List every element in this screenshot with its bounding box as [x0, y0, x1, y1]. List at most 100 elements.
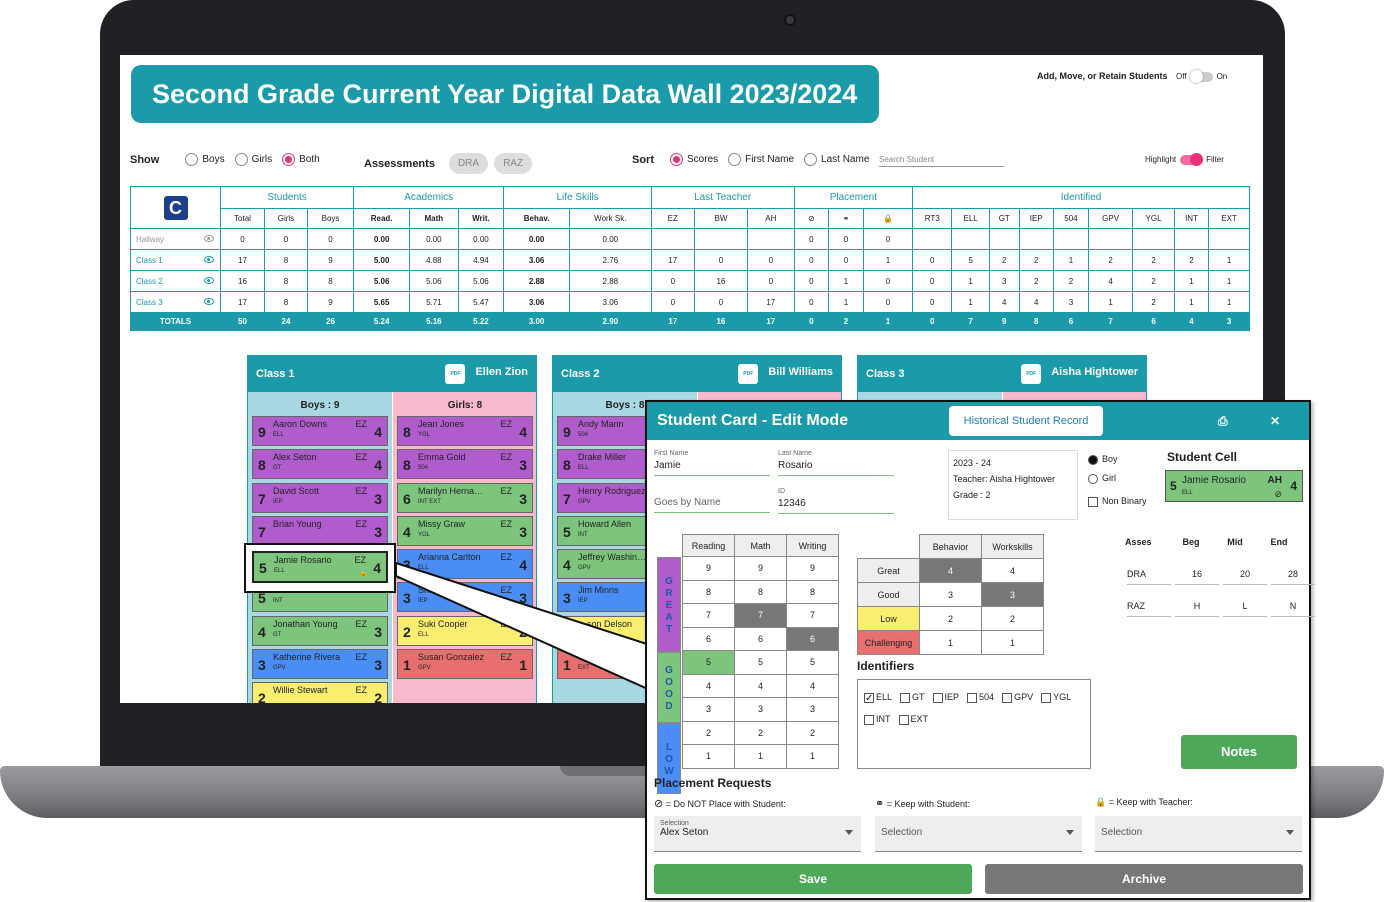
asses-value[interactable]: 16	[1175, 563, 1219, 585]
asses-value[interactable]: 28	[1271, 563, 1315, 585]
grid-cell[interactable]: 2	[734, 720, 787, 745]
grid-cell[interactable]: 8	[786, 579, 839, 604]
highlight-toggle[interactable]	[1180, 153, 1204, 166]
student-cell[interactable]: 4 Missy Graw YGL EZ 3	[397, 515, 533, 546]
id-field[interactable]: ID 12346	[778, 488, 894, 514]
grid-cell[interactable]: 1	[734, 744, 787, 769]
student-cell[interactable]: 6 Marilyn Herna… INT EXT EZ 3	[397, 482, 533, 513]
keep-student-select[interactable]: Selection	[875, 816, 1082, 852]
identifier-checkbox[interactable]	[864, 688, 874, 710]
grid-cell[interactable]: 7	[786, 603, 839, 628]
student-cell[interactable]: 7 David Scott IEP EZ 3	[252, 482, 388, 513]
asses-value[interactable]: L	[1223, 595, 1267, 617]
close-icon[interactable]: ✕	[1270, 414, 1281, 428]
asses-value[interactable]: N	[1271, 595, 1315, 617]
grid-cell[interactable]: 9	[786, 556, 839, 581]
identifier-checkbox[interactable]	[898, 714, 909, 725]
grid-cell[interactable]: 5	[734, 650, 787, 675]
grid-cell[interactable]: 1	[682, 744, 735, 769]
zoomed-cell-jamie[interactable]: 5 Jamie Rosario ELL EZ 🔒 4	[252, 551, 388, 583]
asses-value[interactable]: 20	[1223, 563, 1267, 585]
show-both-radio[interactable]	[282, 153, 296, 166]
keep-teacher-select[interactable]: Selection	[1095, 816, 1302, 852]
show-boys-radio[interactable]	[185, 153, 199, 166]
zoomed-student-cell[interactable]: 5 Jamie Rosario ELL EZ 🔒 4	[244, 543, 396, 593]
workskill-cell[interactable]: 3	[981, 582, 1044, 607]
student-cell[interactable]: 2 Willie Stewart EZ 2	[252, 682, 388, 703]
historical-record-button[interactable]: Historical Student Record	[949, 406, 1103, 436]
raz-pill[interactable]: RAZ	[494, 153, 533, 174]
dra-pill[interactable]: DRA	[448, 153, 489, 174]
grid-cell[interactable]: 6	[682, 626, 735, 651]
student-cell[interactable]: 4 Jonathan Young GT EZ 3	[252, 615, 388, 646]
identifier-checkbox[interactable]	[967, 692, 978, 703]
behavior-cell[interactable]: 4	[919, 558, 982, 583]
grid-cell[interactable]: 7	[682, 603, 735, 628]
class-row-name[interactable]: Class 3	[130, 291, 221, 313]
asses-value[interactable]: H	[1175, 595, 1219, 617]
grid-cell[interactable]: 1	[786, 744, 839, 769]
grid-cell[interactable]: 8	[734, 579, 787, 604]
grid-cell[interactable]: 3	[682, 697, 735, 722]
identifier-checkbox[interactable]	[900, 692, 911, 703]
grid-cell[interactable]: 3	[734, 697, 787, 722]
grid-cell[interactable]: 8	[682, 579, 735, 604]
grid-cell[interactable]: 9	[734, 556, 787, 581]
grid-cell[interactable]: 4	[786, 673, 839, 698]
behavior-cell[interactable]: 1	[919, 630, 982, 655]
student-cell[interactable]: 8 Alex Seton GT EZ 4	[252, 449, 388, 480]
boy-radio[interactable]	[1088, 454, 1098, 465]
class-row-name[interactable]: Class 2	[130, 270, 221, 292]
grid-cell[interactable]: 2	[786, 720, 839, 745]
identifier-checkbox[interactable]	[864, 714, 874, 725]
notes-button[interactable]: Notes	[1181, 735, 1297, 769]
grid-cell[interactable]: 2	[682, 720, 735, 745]
archive-button[interactable]: Archive	[985, 864, 1303, 894]
grid-cell[interactable]: 4	[734, 673, 787, 698]
sort-scores-radio[interactable]	[670, 153, 683, 166]
last-name-field[interactable]: Last Name Rosario	[778, 450, 894, 476]
eye-icon[interactable]	[204, 256, 214, 263]
workskill-cell[interactable]: 1	[981, 630, 1044, 655]
girl-radio[interactable]	[1088, 473, 1098, 484]
student-cell[interactable]: 9 Aaron Downs ELL EZ 4	[252, 416, 388, 446]
workskill-cell[interactable]: 2	[981, 606, 1044, 631]
print-icon[interactable]: ⎙	[1218, 414, 1228, 428]
eye-icon[interactable]	[204, 277, 214, 284]
show-girls-radio[interactable]	[234, 153, 248, 166]
student-cell[interactable]: 1 Susan Gonzalez GPV EZ 1	[397, 649, 533, 680]
save-button[interactable]: Save	[654, 864, 972, 894]
sort-last-radio[interactable]	[804, 153, 818, 166]
sort-first-radio[interactable]	[728, 153, 742, 166]
search-input[interactable]: Search Student	[879, 153, 1004, 167]
student-cell[interactable]: 7 Brian Young EZ 3	[252, 515, 388, 546]
student-cell[interactable]: 3 Katherine Rivera GPV EZ 3	[252, 649, 388, 680]
goes-by-field[interactable]: Goes by Name	[654, 490, 770, 513]
grid-cell[interactable]: 5	[786, 650, 839, 675]
first-name-field[interactable]: First Name Jamie	[654, 450, 770, 476]
student-cell[interactable]: 8 Jean Jones YGL EZ 4	[397, 416, 533, 446]
nonbinary-checkbox[interactable]	[1088, 496, 1098, 507]
behavior-cell[interactable]: 2	[919, 606, 982, 631]
grid-cell[interactable]: 7	[734, 603, 787, 628]
grid-cell[interactable]: 3	[786, 697, 839, 722]
pdf-icon[interactable]: PDF	[738, 364, 759, 384]
eye-off-icon[interactable]	[204, 235, 214, 242]
identifier-checkbox[interactable]	[1041, 692, 1052, 703]
grid-cell[interactable]: 6	[786, 626, 839, 651]
grid-cell[interactable]: 4	[682, 673, 735, 698]
grid-cell[interactable]: 9	[682, 556, 735, 581]
identifier-checkbox[interactable]	[932, 692, 943, 703]
grid-cell[interactable]: 5	[682, 650, 735, 675]
add-move-toggle[interactable]	[1189, 69, 1213, 83]
pdf-icon[interactable]: PDF	[445, 364, 466, 384]
pdf-icon[interactable]: PDF	[1021, 364, 1042, 384]
behavior-cell[interactable]: 3	[919, 582, 982, 607]
grid-cell[interactable]: 6	[734, 626, 787, 651]
workskill-cell[interactable]: 4	[981, 558, 1044, 583]
eye-icon[interactable]	[204, 298, 214, 305]
student-cell[interactable]: 8 Emma Gold 504 EZ 3	[397, 449, 533, 480]
identifier-checkbox[interactable]	[1002, 692, 1013, 703]
do-not-place-select[interactable]: Selection Alex Seton	[654, 816, 861, 852]
